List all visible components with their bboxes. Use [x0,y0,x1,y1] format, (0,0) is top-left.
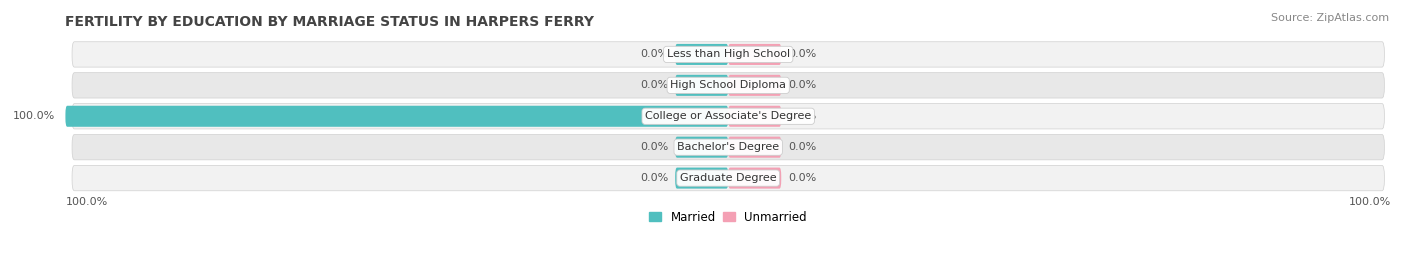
FancyBboxPatch shape [72,134,1385,160]
Text: Less than High School: Less than High School [666,49,790,59]
FancyBboxPatch shape [728,75,782,96]
FancyBboxPatch shape [675,137,728,158]
FancyBboxPatch shape [675,75,728,96]
Text: 100.0%: 100.0% [1348,197,1391,207]
Text: 0.0%: 0.0% [787,49,815,59]
Text: Source: ZipAtlas.com: Source: ZipAtlas.com [1271,13,1389,23]
Text: Graduate Degree: Graduate Degree [681,173,776,183]
Text: 0.0%: 0.0% [787,142,815,152]
Text: 0.0%: 0.0% [640,173,669,183]
FancyBboxPatch shape [72,104,1385,129]
FancyBboxPatch shape [66,106,728,127]
Text: 100.0%: 100.0% [13,111,55,121]
FancyBboxPatch shape [728,137,782,158]
Text: 0.0%: 0.0% [787,111,815,121]
Text: 0.0%: 0.0% [787,80,815,90]
Text: FERTILITY BY EDUCATION BY MARRIAGE STATUS IN HARPERS FERRY: FERTILITY BY EDUCATION BY MARRIAGE STATU… [66,15,595,29]
Legend: Married, Unmarried: Married, Unmarried [645,206,811,228]
Text: College or Associate's Degree: College or Associate's Degree [645,111,811,121]
Text: Bachelor's Degree: Bachelor's Degree [678,142,779,152]
FancyBboxPatch shape [728,44,782,65]
FancyBboxPatch shape [72,42,1385,67]
Text: 0.0%: 0.0% [640,49,669,59]
FancyBboxPatch shape [728,106,782,127]
Text: 0.0%: 0.0% [787,173,815,183]
FancyBboxPatch shape [728,168,782,189]
Text: 100.0%: 100.0% [66,197,108,207]
FancyBboxPatch shape [72,73,1385,98]
FancyBboxPatch shape [675,44,728,65]
FancyBboxPatch shape [675,168,728,189]
Text: 0.0%: 0.0% [640,80,669,90]
Text: High School Diploma: High School Diploma [671,80,786,90]
Text: 0.0%: 0.0% [640,142,669,152]
FancyBboxPatch shape [72,165,1385,191]
